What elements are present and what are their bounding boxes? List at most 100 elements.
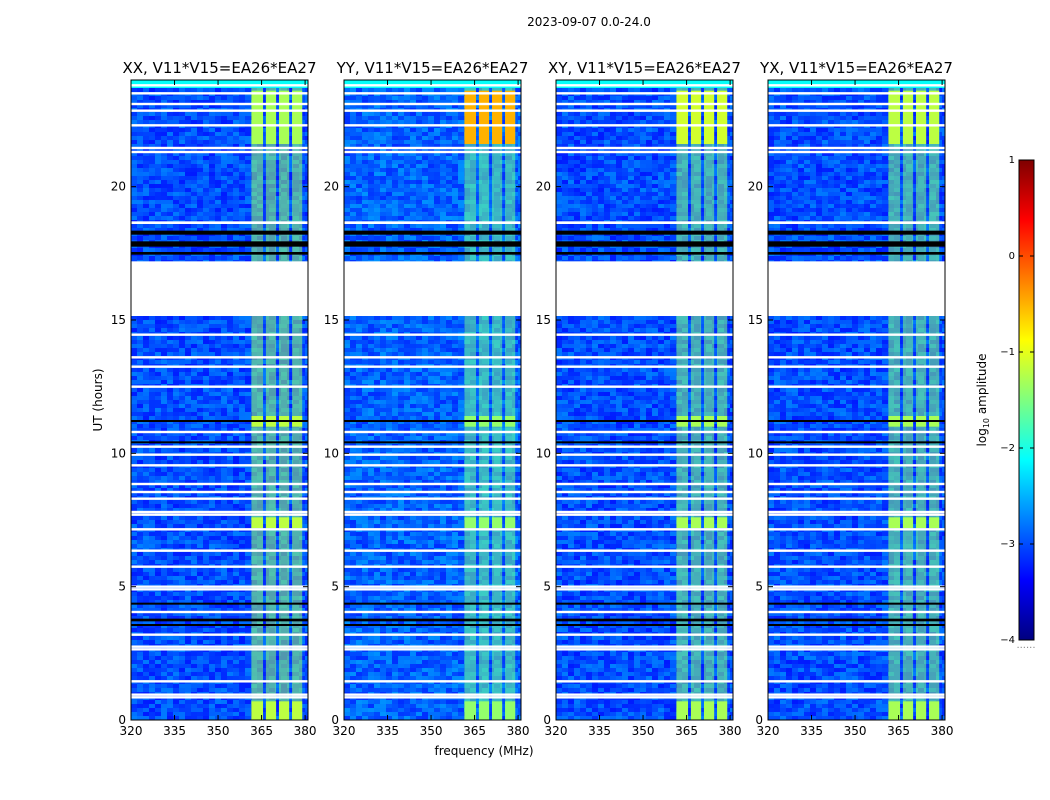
heatmap-cell bbox=[191, 344, 198, 349]
heatmap-cell bbox=[167, 212, 174, 217]
heatmap-cell bbox=[305, 432, 308, 437]
heatmap-cell bbox=[275, 436, 282, 441]
heatmap-cell bbox=[143, 212, 150, 217]
heatmap-cell bbox=[161, 660, 168, 665]
heatmap-cell bbox=[203, 620, 210, 625]
heatmap-cell bbox=[287, 112, 294, 117]
heatmap-cell bbox=[143, 672, 150, 677]
heatmap-cell bbox=[299, 572, 306, 577]
heatmap-cell bbox=[215, 704, 222, 709]
heatmap-cell bbox=[179, 684, 186, 689]
heatmap-cell bbox=[203, 424, 210, 429]
heatmap-cell bbox=[287, 396, 294, 401]
heatmap-cell bbox=[239, 104, 246, 109]
heatmap-cell bbox=[137, 520, 144, 525]
heatmap-cell bbox=[221, 116, 228, 121]
heatmap-cell bbox=[245, 416, 252, 421]
heatmap-cell bbox=[203, 712, 210, 717]
x-tick-label: 335 bbox=[163, 724, 186, 738]
heatmap-cell bbox=[161, 328, 168, 333]
heatmap-cell bbox=[167, 424, 174, 429]
heatmap-cell bbox=[221, 184, 228, 189]
heatmap-cell bbox=[155, 448, 162, 453]
heatmap-cell bbox=[305, 636, 308, 641]
heatmap-cell bbox=[221, 568, 228, 573]
heatmap-cell bbox=[185, 172, 192, 177]
heatmap-cell bbox=[155, 516, 162, 521]
heatmap-cell bbox=[173, 612, 180, 617]
heatmap-cell bbox=[305, 508, 308, 513]
heatmap-cell bbox=[179, 420, 186, 425]
heatmap-cell bbox=[143, 236, 150, 241]
heatmap-cell bbox=[233, 412, 240, 417]
rfi-bright bbox=[292, 517, 303, 528]
heatmap-cell bbox=[155, 132, 162, 137]
heatmap-cell bbox=[215, 352, 222, 357]
heatmap-cell bbox=[221, 460, 228, 465]
heatmap-cell bbox=[149, 224, 156, 229]
heatmap-cell bbox=[239, 400, 246, 405]
heatmap-cell bbox=[233, 708, 240, 713]
heatmap-cell bbox=[191, 392, 198, 397]
heatmap-cell bbox=[299, 500, 306, 505]
heatmap-cell bbox=[173, 360, 180, 365]
heatmap-cell bbox=[239, 88, 246, 93]
heatmap-cell bbox=[227, 684, 234, 689]
heatmap-cell bbox=[203, 636, 210, 641]
heatmap-cell bbox=[131, 472, 138, 477]
heatmap-cell bbox=[239, 544, 246, 549]
heatmap-cell bbox=[299, 688, 306, 693]
heatmap-cell bbox=[131, 408, 138, 413]
heatmap-cell bbox=[173, 544, 180, 549]
heatmap-cell bbox=[203, 536, 210, 541]
flagged-band bbox=[131, 602, 308, 605]
heatmap-cell bbox=[179, 524, 186, 529]
heatmap-cell bbox=[161, 376, 168, 381]
heatmap-cell bbox=[239, 208, 246, 213]
heatmap-cell bbox=[131, 448, 138, 453]
heatmap-cell bbox=[185, 352, 192, 357]
heatmap-cell bbox=[167, 500, 174, 505]
heatmap-cell bbox=[155, 144, 162, 149]
heatmap-cell bbox=[137, 596, 144, 601]
heatmap-cell bbox=[173, 316, 180, 321]
heatmap-cell bbox=[185, 180, 192, 185]
heatmap-cell bbox=[155, 336, 162, 341]
heatmap-cell bbox=[155, 436, 162, 441]
heatmap-cell bbox=[245, 500, 252, 505]
heatmap-cell bbox=[233, 688, 240, 693]
heatmap-cell bbox=[185, 628, 192, 633]
heatmap-cell bbox=[131, 200, 138, 205]
heatmap-cell bbox=[191, 336, 198, 341]
heatmap-cell bbox=[149, 348, 156, 353]
heatmap-cell bbox=[374, 88, 381, 93]
heatmap-cell bbox=[173, 472, 180, 477]
heatmap-cell bbox=[167, 600, 174, 605]
heatmap-cell bbox=[167, 396, 174, 401]
heatmap-cell bbox=[245, 320, 252, 325]
heatmap-cell bbox=[179, 616, 186, 621]
heatmap-cell bbox=[137, 600, 144, 605]
heatmap-cell bbox=[305, 480, 308, 485]
heatmap-cell bbox=[287, 368, 294, 373]
heatmap-cell bbox=[179, 536, 186, 541]
heatmap-cell bbox=[233, 204, 240, 209]
heatmap-cell bbox=[203, 156, 210, 161]
heatmap-cell bbox=[131, 96, 138, 101]
heatmap-cell bbox=[215, 660, 222, 665]
heatmap-cell bbox=[287, 152, 294, 157]
heatmap-cell bbox=[197, 636, 204, 641]
heatmap-cell bbox=[221, 368, 228, 373]
heatmap-cell bbox=[245, 216, 252, 221]
heatmap-cell bbox=[203, 176, 210, 181]
heatmap-cell bbox=[221, 248, 228, 253]
heatmap-cell bbox=[215, 184, 222, 189]
heatmap-cell bbox=[131, 412, 138, 417]
heatmap-cell bbox=[143, 688, 150, 693]
heatmap-cell bbox=[215, 348, 222, 353]
heatmap-cell bbox=[185, 556, 192, 561]
heatmap-cell bbox=[179, 476, 186, 481]
heatmap-cell bbox=[203, 504, 210, 509]
heatmap-cell bbox=[143, 708, 150, 713]
heatmap-cell bbox=[185, 376, 192, 381]
